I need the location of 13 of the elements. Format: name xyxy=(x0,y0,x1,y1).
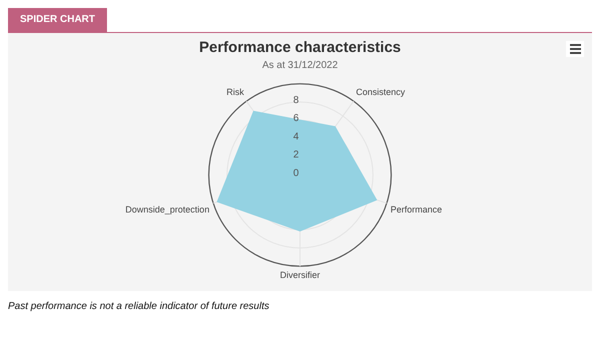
spoke-label: Consistency xyxy=(356,87,406,98)
spoke-label: Performance xyxy=(390,204,442,214)
y-tick-label: 8 xyxy=(293,94,300,106)
y-tick-label: 2 xyxy=(293,150,300,161)
chart-subtitle: As at 31/12/2022 xyxy=(262,60,338,71)
spoke-label: Downside_protection xyxy=(125,204,210,214)
spoke-label: Risk xyxy=(226,87,245,98)
y-tick-label: 4 xyxy=(293,131,300,142)
text: SPIDER CHART xyxy=(8,8,108,32)
spoke-label: Diversifier xyxy=(280,270,320,280)
y-tick-label: 0 xyxy=(293,168,300,179)
text: Past performance is not a reliable indicator of future results xyxy=(8,301,270,312)
chart-title: Performance characteristics xyxy=(199,39,401,56)
